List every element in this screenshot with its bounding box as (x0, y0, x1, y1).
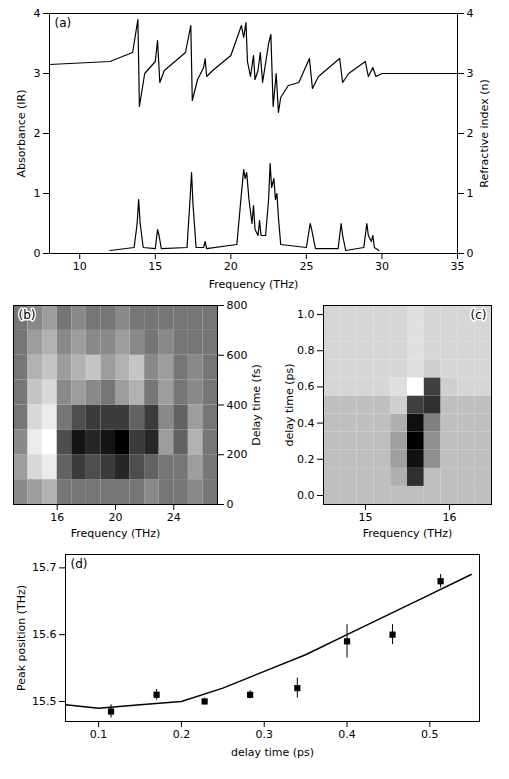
svg-text:1: 1 (467, 187, 474, 200)
svg-text:delay time (ps): delay time (ps) (283, 363, 296, 446)
svg-text:20: 20 (224, 260, 238, 273)
svg-text:0: 0 (467, 247, 474, 260)
svg-text:delay time (ps): delay time (ps) (231, 746, 314, 759)
svg-text:25: 25 (299, 260, 313, 273)
svg-text:16: 16 (443, 511, 457, 524)
svg-text:16: 16 (50, 511, 64, 524)
svg-text:3: 3 (34, 67, 41, 80)
svg-text:Delay time (fs): Delay time (fs) (250, 364, 263, 446)
svg-text:4: 4 (34, 7, 41, 20)
svg-text:200: 200 (227, 448, 248, 461)
svg-text:Refractive index (n): Refractive index (n) (478, 79, 491, 187)
svg-text:0: 0 (227, 498, 234, 511)
svg-text:0.4: 0.4 (297, 417, 315, 430)
svg-text:400: 400 (227, 399, 248, 412)
svg-text:Frequency (THz): Frequency (THz) (71, 527, 161, 540)
svg-text:0.0: 0.0 (297, 489, 315, 502)
svg-text:0.8: 0.8 (297, 344, 315, 357)
svg-text:0.2: 0.2 (297, 453, 315, 466)
svg-text:0.3: 0.3 (255, 728, 273, 741)
svg-text:Frequency (THz): Frequency (THz) (363, 527, 453, 540)
svg-text:2: 2 (467, 127, 474, 140)
svg-text:3: 3 (467, 67, 474, 80)
svg-text:0.6: 0.6 (297, 380, 315, 393)
svg-text:800: 800 (227, 299, 248, 312)
svg-text:0.5: 0.5 (421, 728, 439, 741)
svg-text:15: 15 (148, 260, 162, 273)
svg-text:24: 24 (167, 511, 181, 524)
svg-text:600: 600 (227, 349, 248, 362)
svg-text:0: 0 (34, 247, 41, 260)
svg-text:15.7: 15.7 (32, 561, 57, 574)
svg-text:15.5: 15.5 (32, 695, 57, 708)
svg-text:(c): (c) (471, 308, 487, 322)
svg-text:(a): (a) (55, 16, 72, 30)
svg-text:Absorbance (IR): Absorbance (IR) (15, 90, 28, 178)
svg-text:(d): (d) (71, 557, 88, 571)
svg-text:1.0: 1.0 (297, 308, 315, 321)
svg-text:0.4: 0.4 (338, 728, 356, 741)
svg-text:20: 20 (109, 511, 123, 524)
svg-text:15: 15 (359, 511, 373, 524)
svg-text:4: 4 (467, 7, 474, 20)
svg-text:15.6: 15.6 (32, 628, 57, 641)
svg-text:Peak position (THz): Peak position (THz) (15, 585, 28, 691)
svg-text:0.1: 0.1 (90, 728, 108, 741)
svg-text:10: 10 (73, 260, 87, 273)
svg-text:1: 1 (34, 187, 41, 200)
svg-text:Frequency (THz): Frequency (THz) (209, 278, 299, 291)
svg-text:30: 30 (375, 260, 389, 273)
svg-text:0.2: 0.2 (173, 728, 191, 741)
svg-text:35: 35 (451, 260, 465, 273)
svg-text:(b): (b) (19, 308, 36, 322)
svg-text:2: 2 (34, 127, 41, 140)
